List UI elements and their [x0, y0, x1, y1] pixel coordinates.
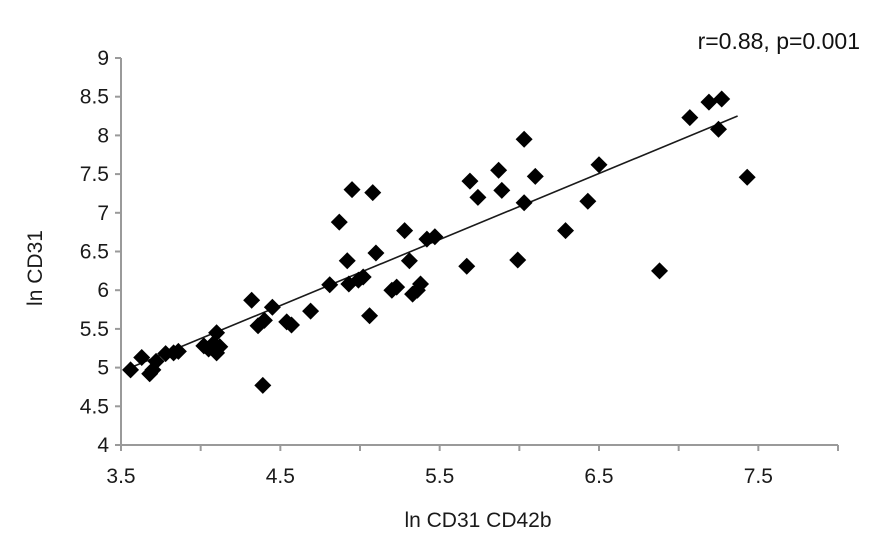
data-point [169, 342, 187, 360]
data-point [396, 222, 414, 240]
data-point [590, 156, 608, 174]
x-tick-label: 3.5 [106, 465, 135, 488]
data-point [509, 251, 527, 269]
data-point [133, 349, 151, 367]
data-point [651, 262, 669, 280]
data-point [147, 352, 165, 370]
data-point [302, 302, 320, 320]
y-axis-ticks: 4 4.5 5 5.5 6 6.5 7 7.5 8 8.5 9 [80, 47, 121, 457]
data-point [526, 167, 544, 185]
data-point [282, 316, 300, 334]
y-tick-label: 4.5 [80, 395, 109, 418]
y-tick-label: 7.5 [80, 163, 109, 186]
y-tick-label: 6 [97, 279, 109, 302]
data-points [122, 90, 756, 394]
data-point [493, 181, 511, 199]
data-point [211, 338, 229, 356]
y-axis-title: ln CD31 [24, 230, 47, 306]
data-point [330, 213, 348, 231]
data-point [557, 222, 575, 240]
x-tick-label: 5.5 [425, 465, 454, 488]
y-tick-label: 7 [97, 202, 109, 225]
x-tick-label: 7.5 [744, 465, 773, 488]
data-point [122, 361, 140, 379]
data-point [461, 172, 479, 190]
data-point [367, 244, 385, 262]
y-tick-label: 9 [97, 47, 109, 70]
data-point [700, 93, 718, 111]
data-point [681, 109, 699, 127]
x-axis-title: ln CD31 CD42b [404, 509, 551, 532]
data-point [426, 228, 444, 246]
y-tick-label: 6.5 [80, 241, 109, 264]
data-point [321, 276, 339, 294]
data-point [255, 311, 273, 329]
data-point [515, 130, 533, 148]
y-tick-label: 4 [97, 434, 109, 457]
x-tick-label: 4.5 [266, 465, 295, 488]
data-point [263, 298, 281, 316]
data-point [579, 192, 597, 210]
data-point [412, 275, 430, 293]
x-tick-label: 6.5 [584, 465, 613, 488]
data-point [490, 161, 508, 179]
y-tick-label: 8 [97, 124, 109, 147]
y-tick-label: 8.5 [80, 86, 109, 109]
data-point [515, 194, 533, 212]
data-point [400, 252, 418, 270]
data-point [738, 168, 756, 186]
data-point [254, 376, 272, 394]
y-tick-label: 5.5 [80, 318, 109, 341]
data-point [364, 184, 382, 202]
x-axis-ticks: 3.5 4.5 5.5 6.5 7.5 [106, 445, 839, 488]
data-point [338, 252, 356, 270]
data-point [354, 268, 372, 286]
data-point [458, 257, 476, 275]
data-point [388, 278, 406, 296]
data-point [469, 188, 487, 206]
data-point [713, 90, 731, 108]
data-point [710, 120, 727, 138]
data-point [361, 307, 379, 325]
data-point [208, 324, 226, 342]
plot-area: 4 4.5 5 5.5 6 6.5 7 7.5 8 8.5 9 3.5 4.5 5.5 6.5 7.5 [80, 47, 839, 488]
correlation-annotation: r=0.88, p=0.001 [698, 28, 860, 54]
y-tick-label: 5 [97, 357, 109, 380]
data-point [243, 291, 261, 309]
data-point [343, 181, 361, 199]
